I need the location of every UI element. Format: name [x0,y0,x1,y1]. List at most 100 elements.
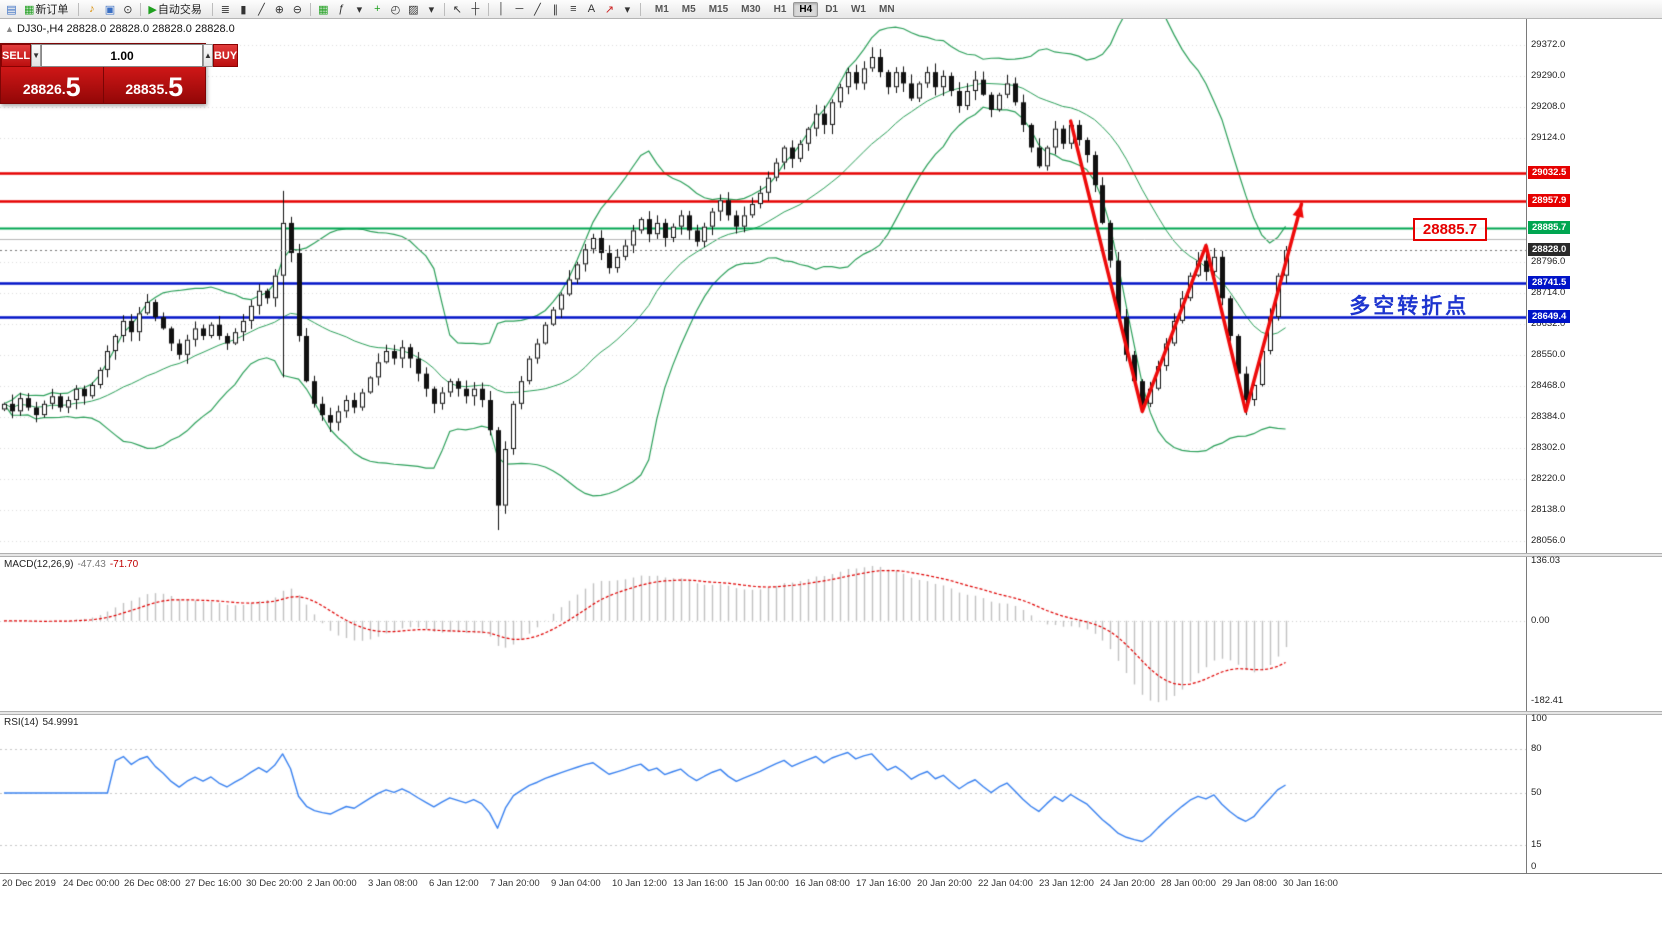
arrows-dropdown[interactable]: ▾ [619,1,636,17]
ask-price[interactable]: 28835. 5 [125,72,184,102]
trendline-button[interactable]: ╱ [529,1,546,17]
zoom-in-icon: ⊕ [274,3,284,16]
price-axis-badge: 28741.5 [1528,275,1571,289]
time-axis-label: 22 Jan 04:00 [978,878,1033,889]
price-axis-label: 29290.0 [1531,69,1566,81]
cursor-button[interactable]: ↖ [449,1,466,17]
time-axis-label: 6 Jan 12:00 [429,878,479,889]
vertical-line-button[interactable]: │ [493,1,510,17]
panel-separator[interactable] [0,711,1662,715]
cursor-icon: ↖ [452,3,462,16]
time-axis[interactable]: 20 Dec 2019 24 Dec 00:00 26 Dec 08:00 27 De… [0,873,1662,899]
price-axis-label: 28056.0 [1531,535,1566,546]
price-axis-label: 28138.0 [1531,504,1566,516]
timeframe-button-D1[interactable]: D1 [825,3,838,15]
timeframe-button-M30[interactable]: M30 [741,3,761,15]
sell-button[interactable]: SELL [1,44,32,67]
price-callout-label[interactable]: 28885.7 [1412,218,1488,242]
timeframe-button-H1[interactable]: H1 [773,3,787,15]
candlestick-chart-button[interactable]: ▮ [235,1,252,17]
toolbar-separator [639,2,641,16]
price-axis-label: 28796.0 [1531,256,1566,268]
sound-alert-button[interactable]: ♪ [83,1,100,17]
time-axis-label: 28 Jan 00:00 [1161,878,1216,889]
indicators-icon: ƒ [338,3,345,15]
zoom-out-button[interactable]: ⊖ [289,1,306,17]
timeframe-button-M15[interactable]: M15 [708,3,729,15]
line-chart-icon: ╱ [258,3,265,16]
charts-profile-button[interactable]: ▣ [101,1,118,17]
periods-button[interactable]: ◴ [387,1,404,17]
text-button[interactable]: A [583,1,600,17]
bar-chart-icon: ≣ [220,3,230,16]
terminal-icon[interactable]: ▤ [6,3,17,16]
volume-down-button[interactable]: ▼ [31,44,42,67]
bid-ask-divider [102,67,104,103]
price-axis-label: 28384.0 [1531,411,1566,423]
profile-icon: ▣ [104,3,116,16]
new-order-icon: ▦ [24,3,35,16]
new-chart-button[interactable]: + [369,1,386,17]
price-axis-badge: 29032.5 [1528,165,1571,179]
tile-windows-button[interactable]: ▦ [315,1,332,17]
rsi-axis-label: 0 [1531,861,1537,872]
crosshair-button[interactable]: ┼ [467,1,484,17]
price-axis-badge: 28828.0 [1528,243,1571,257]
trendline-icon: ╱ [534,3,541,16]
timeframe-button-W1[interactable]: W1 [850,3,866,15]
autotrading-button[interactable]: ▶ 自动交易 [145,1,207,17]
main-chart-panel: ▲ DJ30-,H4 28828.0 28828.0 28828.0 28828… [0,19,1662,553]
timeframe-button-MN[interactable]: MN [878,3,895,15]
macd-axis[interactable]: 136.03 0.00 -182.41 [1526,555,1662,711]
toolbar: ▤ ▦ 新订单 ♪ ▣ ⊙ ▶ 自动交易 ≣ ▮ ╱ ⊕ ⊖ ▦ ƒ ▾ + ◴… [0,0,1662,19]
channel-button[interactable]: ∥ [547,1,564,17]
timeframe-button-H4[interactable]: H4 [793,1,819,17]
chart-title: ▲ DJ30-,H4 28828.0 28828.0 28828.0 28828… [5,23,235,35]
volume-input[interactable] [41,44,204,67]
price-axis[interactable]: 29372.0 29290.0 29208.0 29124.0 28796.0 28714… [1526,19,1662,553]
arrow-icon: ↗ [604,3,614,16]
price-axis-label: 28714.0 [1531,287,1566,298]
rsi-axis-label: 100 [1531,713,1547,724]
templates-button[interactable]: ▨ [405,1,422,17]
main-chart-canvas[interactable] [0,19,1526,553]
buy-button[interactable]: BUY [212,44,239,67]
timeframe-button-M1[interactable]: M1 [654,3,669,15]
plus-icon: + [374,3,381,15]
price-axis-label: 28550.0 [1531,348,1566,360]
bar-chart-button[interactable]: ≣ [217,1,234,17]
arrows-button[interactable]: ↗ [601,1,618,17]
price-axis-label: 29124.0 [1531,132,1566,144]
chevron-down-icon: ▾ [624,3,631,16]
price-axis-label: 29372.0 [1531,39,1566,50]
timeframe-button-M5[interactable]: M5 [681,3,696,15]
one-click-trade-panel: SELL ▼ ▲ BUY 28826. 5 28835. 5 [0,43,239,104]
macd-canvas[interactable] [0,557,1526,711]
text-icon: A [587,3,596,15]
toolbar-separator [211,2,213,16]
time-axis-label: 26 Dec 08:00 [124,878,181,889]
time-axis-label: 20 Jan 20:00 [917,878,972,889]
chart-symbol: DJ30-,H4 [16,23,64,35]
turning-point-annotation[interactable]: 多空转折点 [1349,295,1470,319]
price-axis-badge: 28957.9 [1528,194,1571,208]
price-axis-label: 28468.0 [1531,379,1566,391]
fibonacci-button[interactable]: ≡ [565,1,582,17]
macd-axis-label: 136.03 [1531,555,1561,566]
horizontal-line-button[interactable]: ─ [511,1,528,17]
rsi-canvas[interactable] [0,715,1526,873]
rsi-panel: RSI(14) 54.9991 100 80 50 15 0 [0,713,1662,873]
time-axis-label: 10 Jan 12:00 [612,878,667,889]
search-button[interactable]: ⊙ [119,1,136,17]
time-axis-label: 24 Dec 00:00 [63,878,120,889]
templates-dropdown[interactable]: ▾ [423,1,440,17]
new-order-button[interactable]: ▦ 新订单 [21,1,74,17]
line-chart-button[interactable]: ╱ [253,1,270,17]
rsi-axis[interactable]: 100 80 50 15 0 [1526,713,1662,873]
volume-up-button[interactable]: ▲ [203,44,213,67]
zoom-in-button[interactable]: ⊕ [271,1,288,17]
indicators-dropdown[interactable]: ▾ [351,1,368,17]
indicators-button[interactable]: ƒ [333,1,350,17]
panel-separator[interactable] [0,553,1662,557]
bid-price[interactable]: 28826. 5 [22,72,81,102]
